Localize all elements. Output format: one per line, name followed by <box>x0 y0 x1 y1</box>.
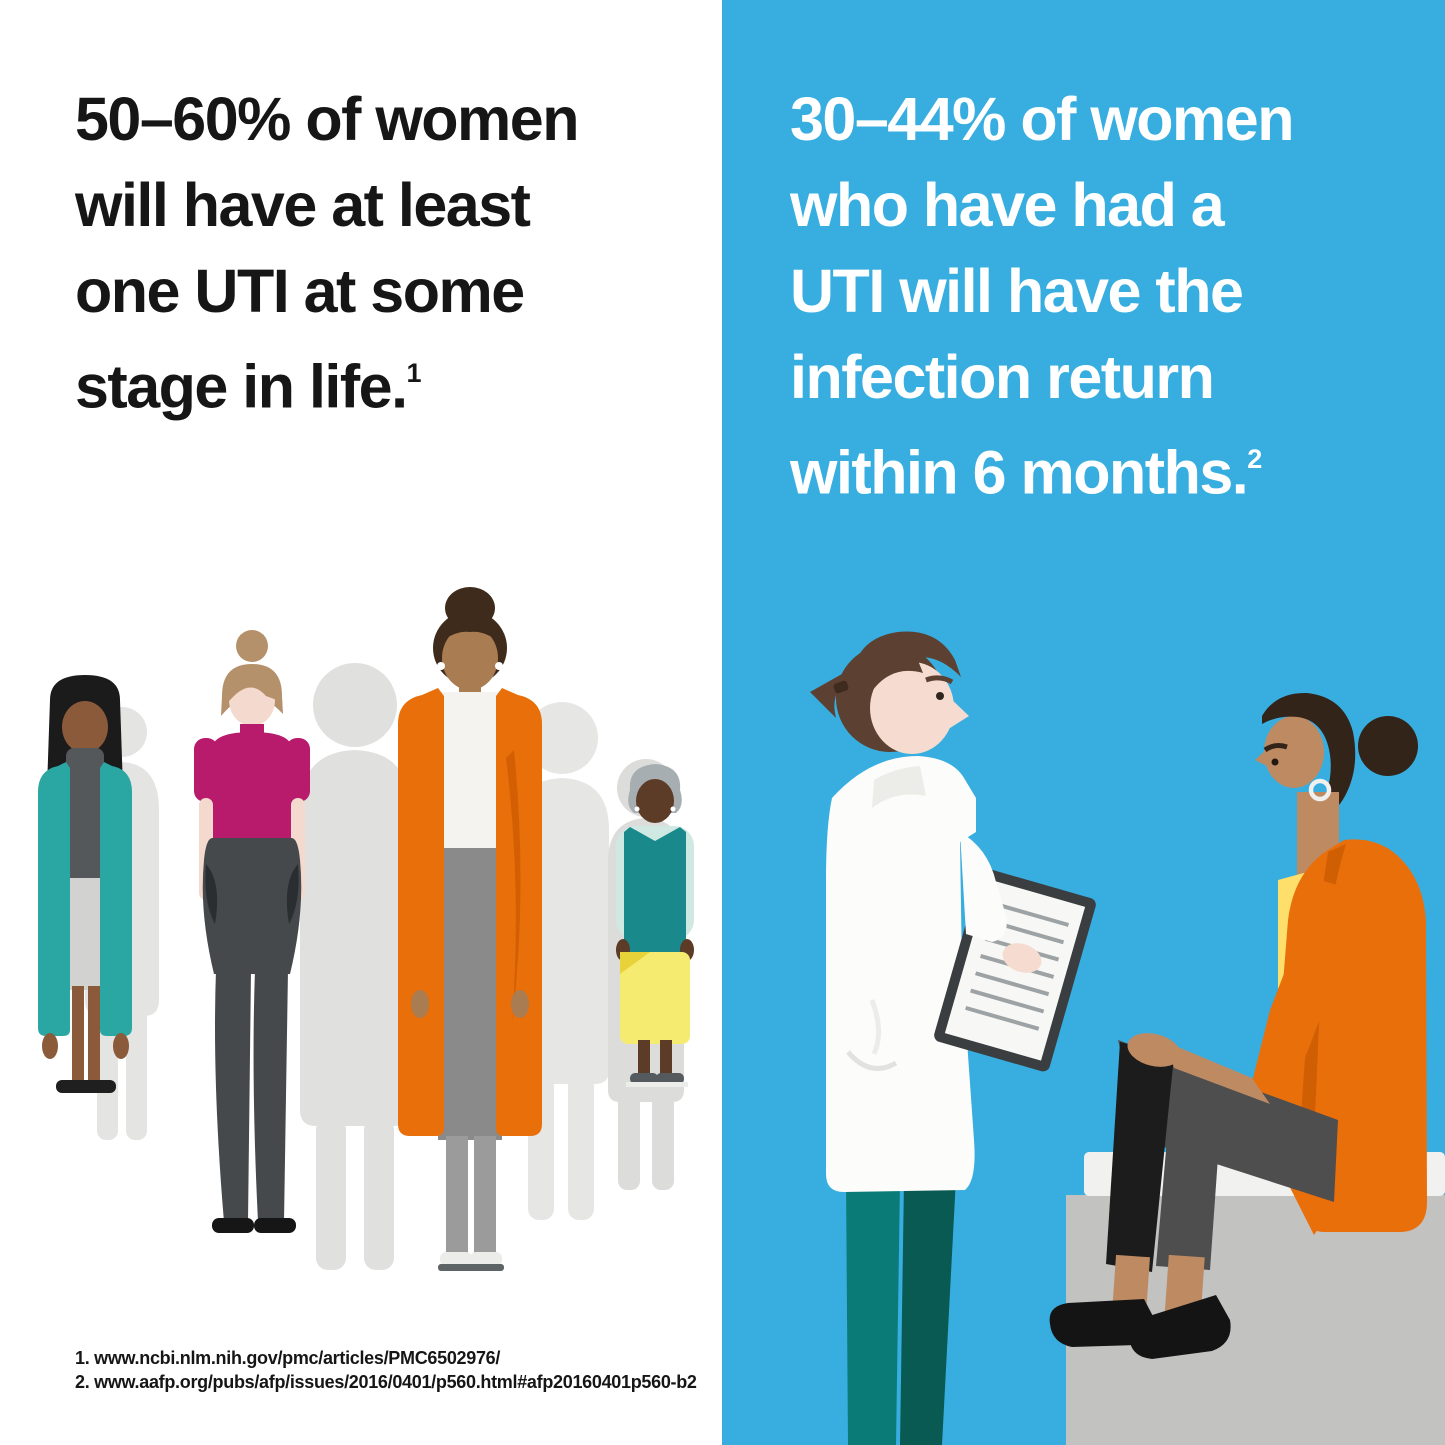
footnote-marker-2: 2 <box>1247 444 1263 474</box>
right-heading-line: within 6 months.2 <box>790 438 1263 507</box>
right-heading: 30–44% of women who have had a UTI will … <box>790 76 1294 515</box>
left-panel: 50–60% of women will have at least one U… <box>0 0 722 1445</box>
woman-magenta-top <box>194 630 310 1233</box>
footnotes: 1. www.ncbi.nlm.nih.gov/pmc/articles/PMC… <box>75 1346 697 1394</box>
right-heading-line: UTI will have the <box>790 257 1244 325</box>
woman-elderly <box>616 764 694 1087</box>
footnote-2: 2. www.aafp.org/pubs/afp/issues/2016/040… <box>75 1372 697 1392</box>
doctor-figure <box>810 631 1096 1445</box>
right-heading-line: infection return <box>790 343 1215 411</box>
footnote-marker-1: 1 <box>406 358 422 388</box>
right-panel: 30–44% of women who have had a UTI will … <box>722 0 1445 1445</box>
patient-figure <box>1049 692 1427 1359</box>
left-heading-line: stage in life.1 <box>75 352 422 421</box>
left-heading-line: 50–60% of women <box>75 85 579 153</box>
women-group-illustration <box>38 587 694 1271</box>
right-heading-line: who have had a <box>790 171 1225 239</box>
left-heading-line: will have at least <box>75 171 531 239</box>
left-heading-line: one UTI at some <box>75 257 525 325</box>
footnote-1: 1. www.ncbi.nlm.nih.gov/pmc/articles/PMC… <box>75 1348 501 1368</box>
woman-orange-coat <box>398 587 542 1271</box>
right-heading-line: 30–44% of women <box>790 85 1294 153</box>
background-silhouettes <box>85 663 684 1270</box>
left-heading: 50–60% of women will have at least one U… <box>75 76 579 429</box>
doctor-patient-illustration <box>810 631 1445 1445</box>
woman-teal-coat <box>38 675 132 1093</box>
